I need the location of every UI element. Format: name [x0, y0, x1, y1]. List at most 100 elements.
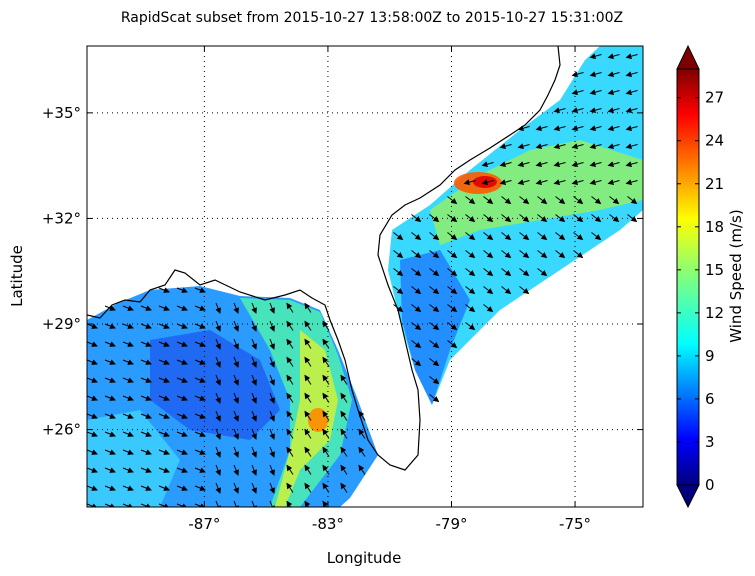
wind-arrow — [483, 286, 494, 295]
wind-arrow — [625, 89, 638, 96]
wind-arrow — [607, 179, 620, 186]
wind-arrow — [140, 341, 152, 347]
wind-arrow — [553, 125, 566, 132]
wind-arrow — [393, 286, 404, 295]
wind-arrow — [591, 196, 602, 205]
wind-arrow — [429, 214, 440, 223]
wind-arrow — [304, 410, 312, 421]
wind-arrow — [286, 446, 294, 457]
wind-arrow — [501, 268, 512, 277]
wind-arrow — [176, 413, 188, 419]
atlantic-wind-peak-core — [473, 176, 497, 188]
wind-arrow — [140, 377, 152, 383]
wind-arrow — [429, 340, 440, 349]
wind-arrow — [233, 392, 239, 404]
wind-arrow — [411, 286, 422, 295]
wind-arrow — [140, 413, 152, 419]
wind-arrow — [322, 446, 330, 457]
wind-arrow — [304, 464, 312, 475]
wind-arrow — [555, 232, 566, 241]
wind-arrow — [589, 89, 602, 96]
wind-arrow — [122, 323, 134, 329]
colorbar-extend-max — [676, 44, 700, 70]
wind-arrow — [286, 320, 294, 331]
wind-arrow — [233, 374, 239, 386]
wind-arrow — [215, 446, 221, 458]
wind-arrow — [465, 250, 476, 259]
wind-arrow — [269, 500, 275, 507]
wind-arrow — [286, 464, 294, 475]
wind-arrow — [589, 53, 602, 60]
wind-arrow — [519, 286, 530, 295]
wind-arrow — [122, 413, 134, 419]
wind-arrow — [447, 232, 458, 241]
wind-arrow — [251, 338, 257, 350]
wind-arrow — [140, 503, 152, 507]
wind-arrow — [140, 359, 152, 365]
wind-arrow — [429, 232, 440, 241]
wind-arrow — [233, 338, 239, 350]
wind-arrow — [140, 449, 152, 455]
wind-arrow — [194, 377, 206, 383]
wind-arrow — [501, 214, 512, 223]
wind-arrow — [158, 305, 170, 311]
wind-arrow — [269, 446, 275, 458]
colorbar-tick-label: 21 — [705, 175, 724, 193]
colorbar-tick-label: 12 — [705, 304, 724, 322]
wind-arrow — [194, 467, 206, 473]
wind-arrow — [122, 377, 134, 383]
wind-arrow — [465, 196, 476, 205]
wind-arrow — [140, 431, 152, 437]
wind-arrow — [555, 214, 566, 223]
wind-arrow — [158, 359, 170, 365]
wind-arrow — [122, 359, 134, 365]
wind-arrow — [625, 179, 638, 186]
wind-arrow — [87, 395, 98, 401]
wind-arrow — [340, 374, 348, 385]
wind-arrow — [104, 341, 116, 347]
wind-arrow — [286, 392, 294, 403]
wind-arrow — [269, 302, 275, 314]
wind-arrow — [535, 161, 548, 168]
wind-arrow — [501, 232, 512, 241]
colorbar-tick-label: 15 — [705, 261, 724, 279]
gulf-wind-swath-dark — [150, 330, 280, 440]
wind-arrow — [304, 338, 312, 349]
colorbar-gradient — [676, 68, 700, 486]
wind-arrow — [625, 107, 638, 114]
wind-arrow — [322, 464, 330, 475]
wind-arrow — [176, 287, 188, 293]
wind-arrow — [194, 413, 206, 419]
wind-arrow — [104, 431, 116, 437]
wind-vectors — [87, 53, 638, 507]
wind-arrow — [269, 320, 275, 332]
colorbar-tick-label: 9 — [705, 347, 715, 365]
wind-arrow — [627, 196, 638, 205]
wind-arrow — [358, 410, 366, 421]
colorbar: 0 3 6 9 12 15 18 21 24 27 — [676, 44, 724, 509]
y-axis: +35° +32° +29° +26° — [42, 104, 643, 439]
wind-arrow — [535, 179, 548, 186]
wind-arrow — [340, 446, 348, 457]
wind-arrow — [269, 392, 275, 404]
wind-arrow — [251, 464, 257, 476]
wind-arrow — [573, 232, 584, 241]
wind-arrow — [447, 250, 458, 259]
wind-arrow — [499, 161, 512, 168]
wind-arrow — [465, 214, 476, 223]
wind-arrow — [104, 485, 116, 491]
wind-arrow — [122, 467, 134, 473]
colorbar-label: Wind Speed (m/s) — [727, 209, 745, 342]
wind-arrow — [87, 341, 98, 347]
wind-arrow — [176, 341, 188, 347]
wind-arrow — [571, 161, 584, 168]
wind-arrow — [286, 482, 294, 493]
wind-arrow — [122, 431, 134, 437]
wind-arrow — [158, 341, 170, 347]
wind-arrow — [286, 338, 294, 349]
wind-arrow — [87, 449, 98, 455]
wind-arrow — [537, 250, 548, 259]
wind-arrow — [194, 485, 206, 491]
wind-arrow — [158, 323, 170, 329]
wind-arrow — [447, 268, 458, 277]
